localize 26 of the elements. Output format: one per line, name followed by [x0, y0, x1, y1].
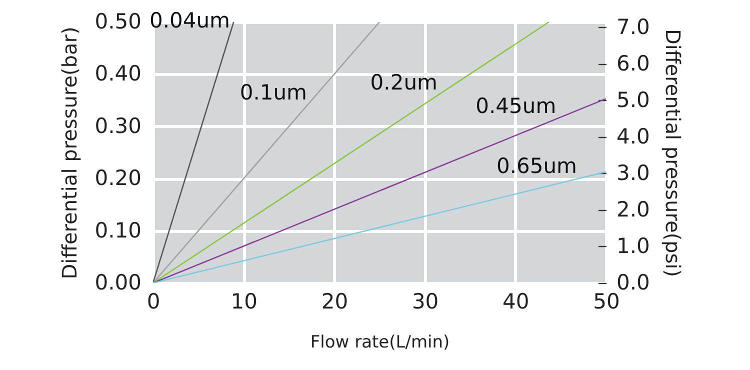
y2-tick-label: 7.0 — [616, 14, 650, 39]
x-tick-label: 40 — [502, 290, 530, 314]
y2-tick-label: 5.0 — [616, 88, 650, 112]
y-axis-title: Differential pressure(bar) — [58, 26, 82, 280]
y-tick-label: 0.10 — [94, 218, 142, 242]
annotation: 0.1um — [240, 80, 308, 105]
y2-tick-label: 1.0 — [616, 234, 650, 258]
x-tick-label: 30 — [412, 290, 439, 314]
x-tick-label: 0 — [146, 290, 160, 314]
y2-tick-label: 3.0 — [616, 160, 650, 185]
x-axis-title: Flow rate(L/min) — [310, 332, 450, 352]
x-tick-label: 10 — [230, 290, 258, 314]
x-tick-label: 20 — [321, 290, 348, 314]
y2-axis-title: Differential pressure(psi) — [660, 28, 685, 278]
annotation: 0.04um — [149, 8, 230, 33]
y2-tick-label: 6.0 — [616, 51, 650, 76]
y-tick-label: 0.00 — [94, 270, 142, 294]
annotation: 0.65um — [496, 154, 578, 178]
y2-tick-label: 2.0 — [616, 197, 650, 222]
y2-tick-label: 4.0 — [616, 124, 650, 148]
y-tick-label: 0.50 — [94, 10, 142, 34]
y-tick-label: 0.20 — [94, 166, 142, 190]
annotation: 0.45um — [476, 94, 556, 118]
y-tick-label: 0.30 — [94, 114, 142, 138]
y-tick-label: 0.40 — [94, 62, 142, 86]
annotation: 0.2um — [370, 70, 438, 95]
